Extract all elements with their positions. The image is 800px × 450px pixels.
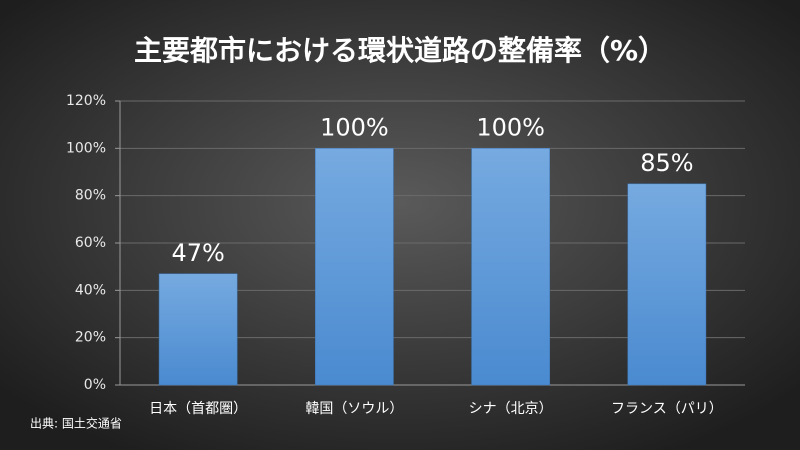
y-tick-label: 0% [84, 377, 106, 393]
bar [158, 273, 238, 386]
value-label: 85% [640, 149, 693, 177]
value-label: 100% [476, 113, 545, 141]
value-label: 100% [320, 113, 389, 141]
y-tick-label: 60% [75, 235, 106, 251]
chart-title: 主要都市における環状道路の整備率（%） [134, 34, 666, 67]
x-tick-label: フランス（パリ） [611, 401, 723, 417]
source-note: 出典: 国土交通省 [30, 416, 122, 431]
x-tick-label: 韓国（ソウル） [305, 401, 403, 417]
y-tick-label: 80% [75, 188, 106, 204]
bar [471, 148, 550, 386]
bar [627, 183, 707, 386]
x-tick-label: シナ（北京） [469, 401, 553, 417]
y-tick-label: 20% [75, 330, 106, 346]
y-tick-label: 100% [66, 140, 106, 156]
y-tick-label: 40% [75, 282, 106, 298]
bar [315, 148, 394, 386]
value-label: 47% [171, 239, 224, 267]
y-tick-label: 120% [66, 93, 106, 109]
x-tick-label: 日本（首都圏） [149, 401, 247, 417]
